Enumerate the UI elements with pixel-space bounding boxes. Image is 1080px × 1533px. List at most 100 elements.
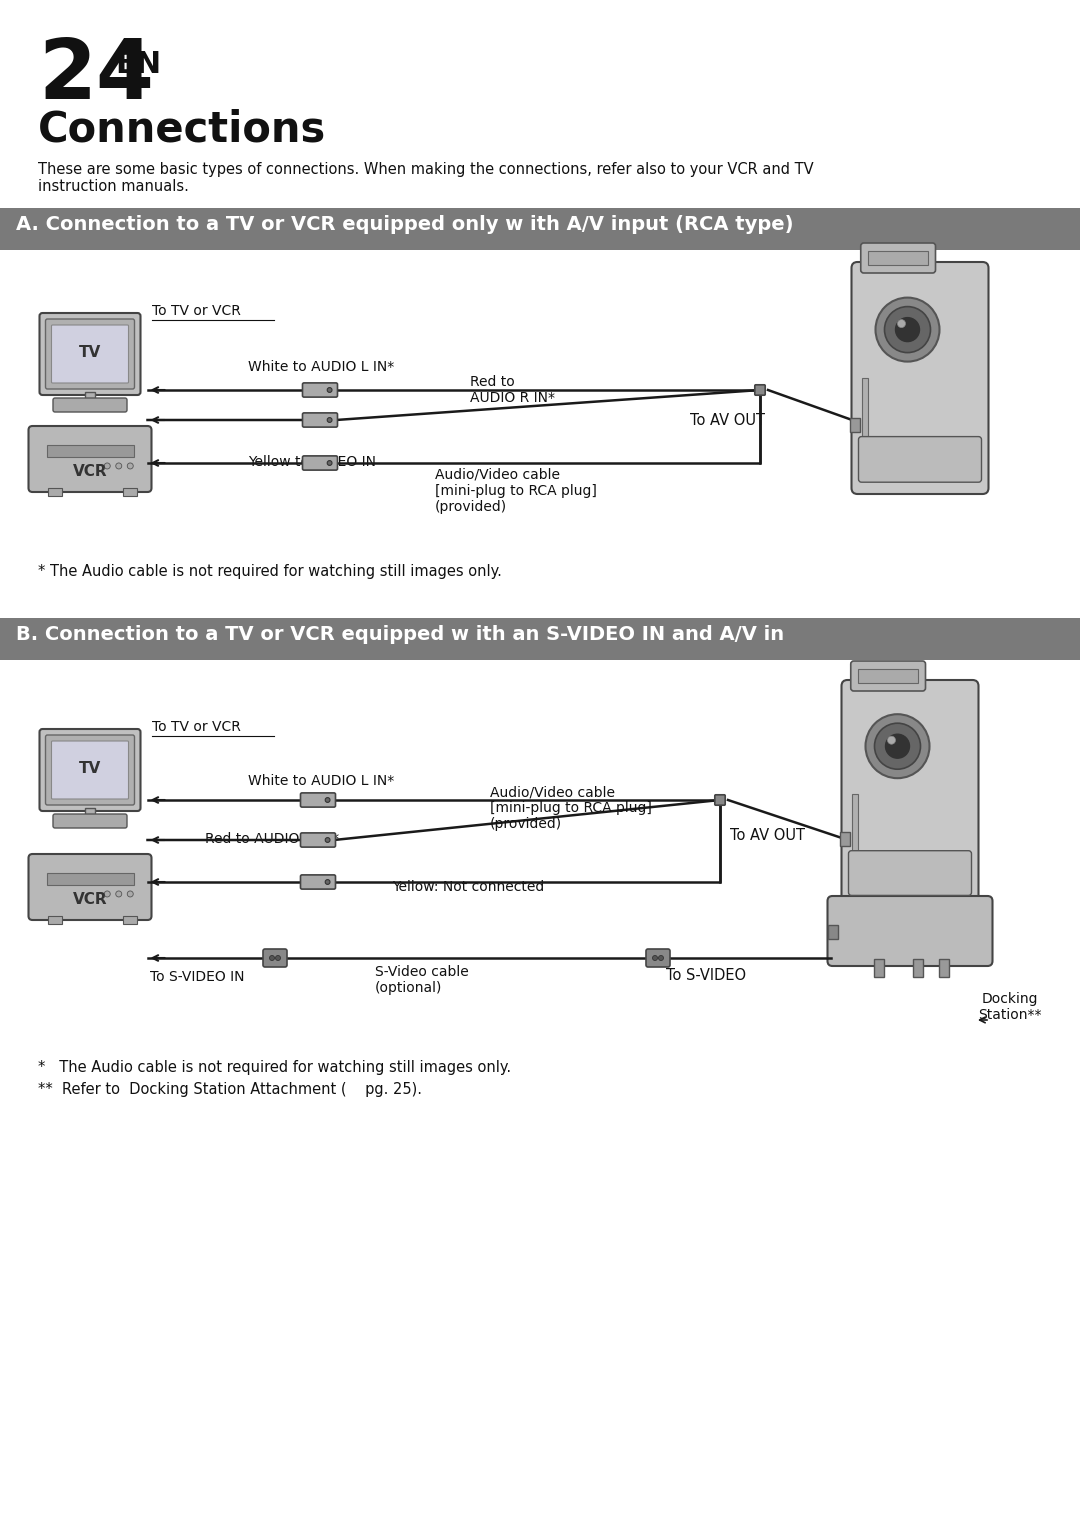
Bar xyxy=(85,392,95,400)
Circle shape xyxy=(105,463,110,469)
Bar xyxy=(46,872,134,885)
Circle shape xyxy=(897,319,905,328)
Text: * The Audio cable is not required for watching still images only.: * The Audio cable is not required for wa… xyxy=(38,564,502,579)
Circle shape xyxy=(116,463,122,469)
Bar xyxy=(46,445,134,457)
Text: **  Refer to  Docking Station Attachment (    pg. 25).: ** Refer to Docking Station Attachment (… xyxy=(38,1082,422,1098)
FancyBboxPatch shape xyxy=(851,262,988,494)
Text: B. Connection to a TV or VCR equipped w ith an S-VIDEO IN and A/V in: B. Connection to a TV or VCR equipped w … xyxy=(16,625,784,644)
FancyBboxPatch shape xyxy=(859,437,982,483)
Circle shape xyxy=(327,388,332,392)
Bar xyxy=(122,917,136,924)
Bar xyxy=(862,379,867,461)
FancyBboxPatch shape xyxy=(53,399,127,412)
Circle shape xyxy=(127,463,133,469)
Text: To S-VIDEO IN: To S-VIDEO IN xyxy=(150,970,244,984)
FancyBboxPatch shape xyxy=(300,875,336,889)
FancyBboxPatch shape xyxy=(40,730,140,811)
Text: To S-VIDEO: To S-VIDEO xyxy=(666,967,746,983)
FancyBboxPatch shape xyxy=(300,793,336,806)
Circle shape xyxy=(327,417,332,423)
Bar xyxy=(940,960,949,977)
Circle shape xyxy=(865,714,930,779)
Circle shape xyxy=(888,736,895,744)
Text: To TV or VCR: To TV or VCR xyxy=(152,721,241,734)
Bar xyxy=(122,487,136,497)
Text: EN: EN xyxy=(114,51,161,80)
Circle shape xyxy=(325,797,330,802)
Circle shape xyxy=(327,460,332,466)
Text: White to AUDIO L IN*: White to AUDIO L IN* xyxy=(248,774,394,788)
Bar xyxy=(867,251,928,265)
Circle shape xyxy=(325,880,330,885)
Circle shape xyxy=(652,955,658,961)
Bar xyxy=(48,917,62,924)
Text: White to AUDIO L IN*: White to AUDIO L IN* xyxy=(248,360,394,374)
Bar xyxy=(839,832,850,846)
FancyBboxPatch shape xyxy=(28,426,151,492)
FancyBboxPatch shape xyxy=(861,244,935,273)
Text: To AV OUT: To AV OUT xyxy=(690,412,765,428)
Text: TV: TV xyxy=(79,345,102,360)
Circle shape xyxy=(127,891,133,897)
Text: Red to AUDIO R IN*: Red to AUDIO R IN* xyxy=(205,832,339,846)
Bar xyxy=(850,417,860,432)
Circle shape xyxy=(876,297,940,362)
FancyBboxPatch shape xyxy=(45,734,135,805)
Circle shape xyxy=(875,724,920,770)
Text: Audio/Video cable
[mini-plug to RCA plug]
(provided): Audio/Video cable [mini-plug to RCA plug… xyxy=(435,468,597,515)
FancyBboxPatch shape xyxy=(264,949,287,967)
Text: These are some basic types of connections. When making the connections, refer al: These are some basic types of connection… xyxy=(38,162,813,195)
Bar xyxy=(0,208,1080,250)
Bar xyxy=(858,668,918,684)
Text: To AV OUT: To AV OUT xyxy=(730,828,805,843)
FancyBboxPatch shape xyxy=(53,814,127,828)
Text: Docking
Station**: Docking Station** xyxy=(978,992,1042,1023)
Text: S-Video cable
(optional): S-Video cable (optional) xyxy=(375,964,469,995)
Circle shape xyxy=(270,955,274,961)
Circle shape xyxy=(886,734,909,759)
FancyBboxPatch shape xyxy=(755,385,766,396)
Bar xyxy=(0,618,1080,661)
FancyBboxPatch shape xyxy=(302,455,337,471)
FancyBboxPatch shape xyxy=(300,832,336,848)
Circle shape xyxy=(885,307,931,353)
Text: 24: 24 xyxy=(38,35,154,117)
Text: To TV or VCR: To TV or VCR xyxy=(152,304,241,317)
Text: VCR: VCR xyxy=(72,892,107,908)
FancyBboxPatch shape xyxy=(849,851,972,895)
FancyBboxPatch shape xyxy=(851,661,926,691)
Bar xyxy=(48,487,62,497)
FancyBboxPatch shape xyxy=(302,412,337,428)
FancyBboxPatch shape xyxy=(827,895,993,966)
Bar xyxy=(827,924,837,940)
Text: A. Connection to a TV or VCR equipped only w ith A/V input (RCA type): A. Connection to a TV or VCR equipped on… xyxy=(16,215,794,235)
Text: Yellow to VIDEO IN: Yellow to VIDEO IN xyxy=(248,455,376,469)
Text: *   The Audio cable is not required for watching still images only.: * The Audio cable is not required for wa… xyxy=(38,1059,511,1075)
Bar xyxy=(913,960,922,977)
Bar xyxy=(851,794,858,875)
FancyBboxPatch shape xyxy=(646,949,670,967)
FancyBboxPatch shape xyxy=(302,383,337,397)
Circle shape xyxy=(895,317,919,342)
Circle shape xyxy=(325,837,330,843)
Text: Yellow: Not connected: Yellow: Not connected xyxy=(392,880,544,894)
Text: TV: TV xyxy=(79,760,102,776)
Circle shape xyxy=(275,955,281,961)
FancyBboxPatch shape xyxy=(841,681,978,908)
Circle shape xyxy=(659,955,663,961)
Bar xyxy=(874,960,885,977)
Text: Red to
AUDIO R IN*: Red to AUDIO R IN* xyxy=(470,376,555,405)
Bar xyxy=(85,808,95,816)
FancyBboxPatch shape xyxy=(28,854,151,920)
FancyBboxPatch shape xyxy=(52,325,129,383)
FancyBboxPatch shape xyxy=(715,794,725,805)
Text: VCR: VCR xyxy=(72,464,107,480)
FancyBboxPatch shape xyxy=(45,319,135,389)
FancyBboxPatch shape xyxy=(40,313,140,396)
Text: Audio/Video cable
[mini-plug to RCA plug]
(provided): Audio/Video cable [mini-plug to RCA plug… xyxy=(490,785,652,831)
Circle shape xyxy=(105,891,110,897)
Circle shape xyxy=(116,891,122,897)
FancyBboxPatch shape xyxy=(52,740,129,799)
Text: Connections: Connections xyxy=(38,107,326,150)
